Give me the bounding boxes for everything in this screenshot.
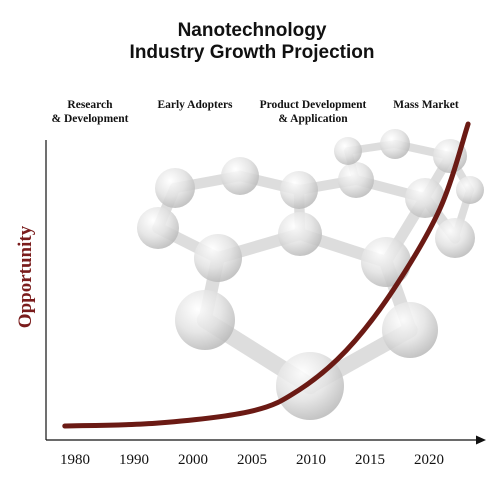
- phase-label-product-development: Product Development & Application: [260, 98, 367, 126]
- molecule-atom: [278, 212, 322, 256]
- molecule-atom: [194, 234, 242, 282]
- molecule-atom: [221, 157, 259, 195]
- chart-title-line-1: Nanotechnology: [177, 20, 327, 41]
- phase-label-mass-market: Mass Market: [393, 98, 458, 112]
- growth-curve-series-line: [62, 121, 471, 429]
- x-tick-label-2010: 2010: [296, 452, 326, 468]
- x-tick-label-2020: 2020: [414, 452, 444, 468]
- x-tick-label-1990: 1990: [119, 452, 149, 468]
- chart-title-line-2: Industry Growth Projection: [129, 42, 375, 63]
- x-tick-label-2015: 2015: [355, 452, 385, 468]
- phase-label-research: Research & Development: [52, 98, 129, 126]
- molecule-atom: [155, 168, 195, 208]
- molecule-atom: [334, 137, 362, 165]
- molecule-atom: [456, 176, 484, 204]
- phase-label-research-line-1: Research: [67, 99, 113, 111]
- phase-label-early-adopters-line-1: Early Adopters: [157, 99, 233, 111]
- phase-label-product-development-line-2: & Application: [278, 113, 348, 125]
- x-axis-arrowhead: [476, 435, 486, 445]
- phase-label-research-line-2: & Development: [51, 113, 129, 125]
- x-tick-label-2005: 2005: [237, 452, 267, 468]
- molecule-atom: [361, 237, 411, 287]
- molecule-atom: [435, 218, 475, 258]
- molecule-atom: [382, 302, 438, 358]
- phase-label-early-adopters: Early Adopters: [157, 98, 232, 112]
- phase-label-product-development-line-1: Product Development: [259, 99, 367, 111]
- phase-label-mass-market-line-1: Mass Market: [393, 99, 459, 111]
- x-tick-label-2000: 2000: [178, 452, 208, 468]
- x-tick-label-1980: 1980: [60, 452, 90, 468]
- molecule-atom: [137, 207, 179, 249]
- molecule-atom: [380, 129, 410, 159]
- molecule-atom: [175, 290, 235, 350]
- molecule-atom: [338, 162, 374, 198]
- molecule-atom: [280, 171, 318, 209]
- molecule-atom: [405, 178, 445, 218]
